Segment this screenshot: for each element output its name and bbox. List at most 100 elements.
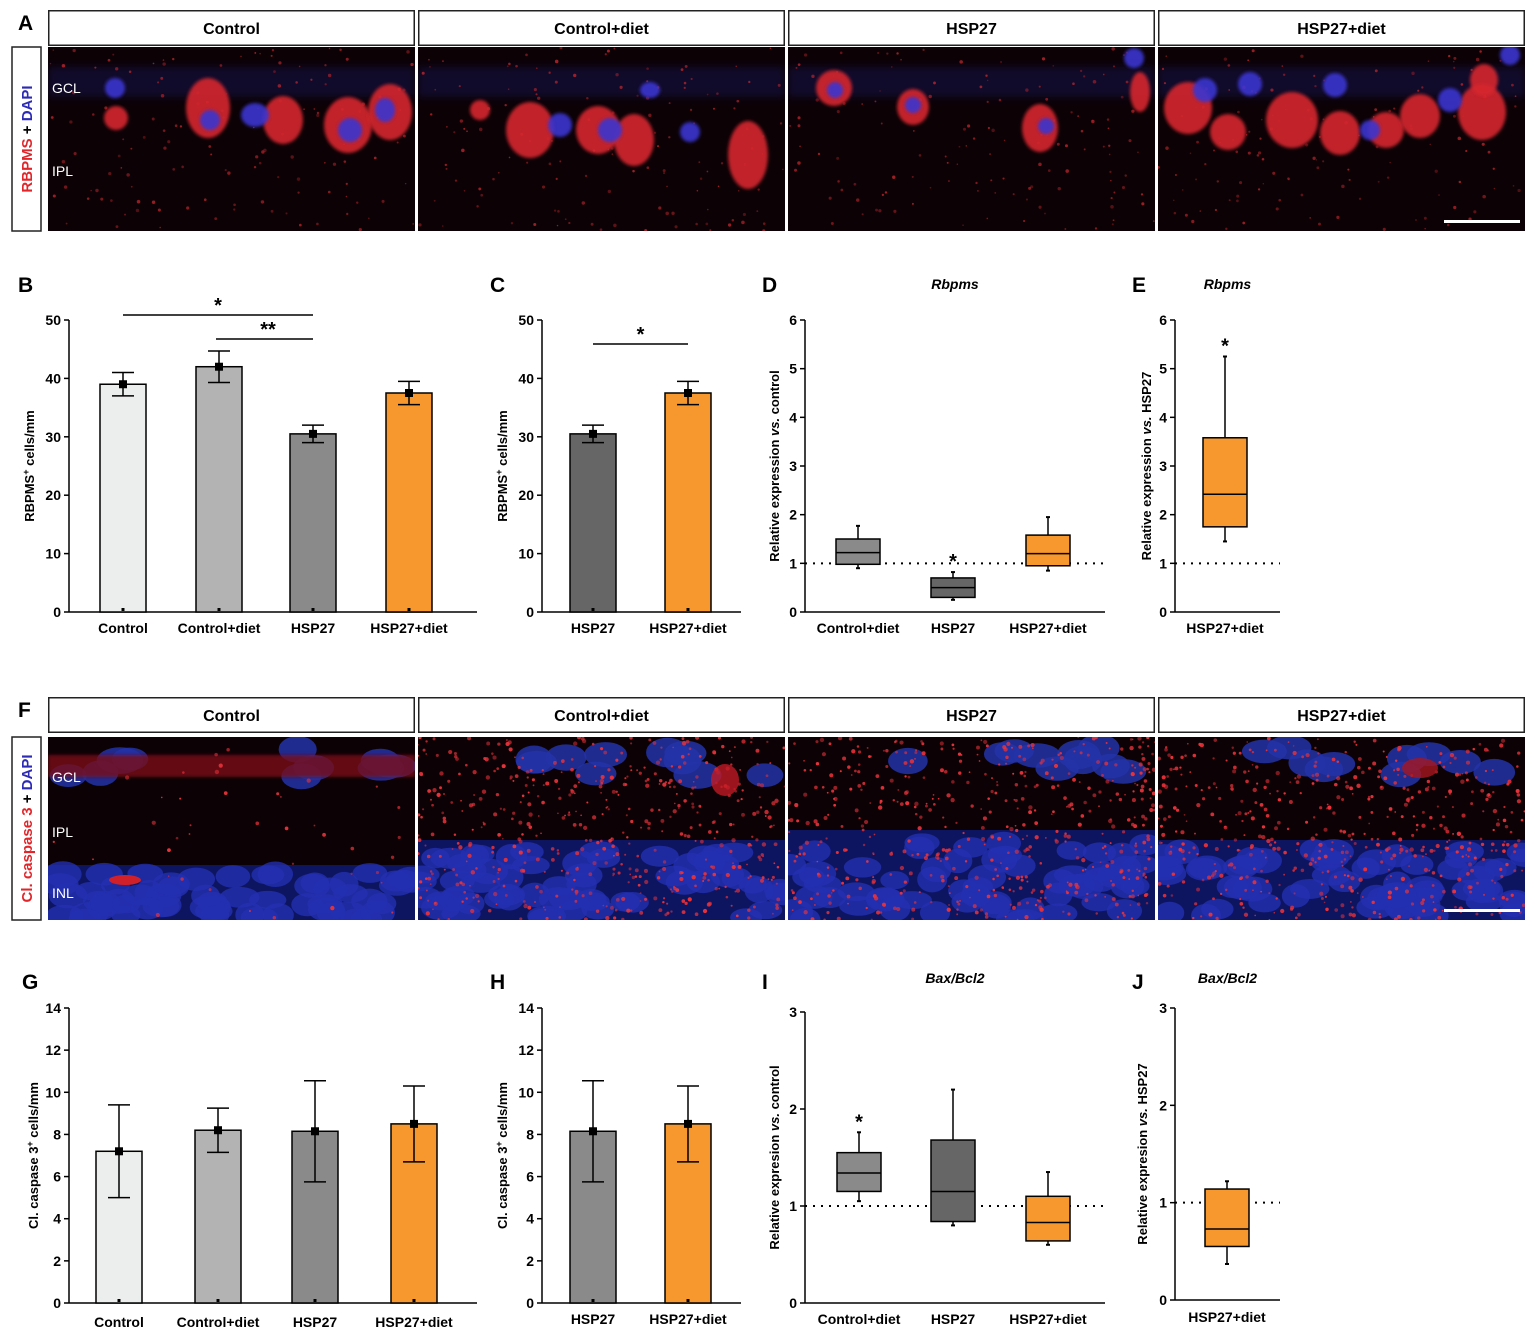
caspase-speckle (424, 844, 427, 847)
caspase-speckle (816, 892, 820, 896)
rbpms-speckle (1102, 73, 1105, 76)
caspase-speckle (713, 751, 717, 755)
caspase-speckle (483, 757, 487, 761)
inl-nucleus (1110, 873, 1145, 899)
caspase-speckle (714, 886, 718, 891)
rbpms-speckle (163, 146, 167, 150)
caspase-speckle (1263, 785, 1267, 790)
point-marker (117, 1299, 121, 1302)
caspase-speckle (1503, 805, 1506, 809)
bar (385, 392, 433, 613)
rbpms-speckle (497, 171, 500, 174)
caspase-speckle (472, 770, 477, 775)
rbpms-speckle (402, 134, 406, 138)
micrograph-content (418, 47, 785, 231)
inl-nucleus (1472, 858, 1507, 883)
caspase-speckle (1174, 830, 1178, 833)
caspase-speckle (1162, 893, 1167, 898)
caspase-speckle (872, 894, 877, 899)
caspase-speckle (472, 896, 475, 899)
x-tick-label: HSP27+diet (649, 1311, 727, 1327)
caspase-speckle (1363, 867, 1368, 872)
rbpms-speckle (879, 90, 881, 92)
caspase-speckle (1075, 885, 1078, 889)
caspase-speckle (1515, 788, 1520, 793)
caspase-speckle (474, 893, 480, 899)
caspase-speckle (637, 883, 641, 887)
caspase-speckle (491, 845, 495, 850)
caspase-speckle (1516, 793, 1521, 797)
caspase-speckle (1305, 820, 1309, 824)
inl-nucleus (1158, 844, 1185, 869)
caspase-speckle (773, 862, 776, 865)
caspase-speckle (1170, 894, 1174, 897)
caspase-speckle (683, 833, 687, 838)
rbpms-speckle (877, 51, 880, 55)
rbpms-speckle (636, 94, 639, 97)
caspase-speckle (226, 747, 230, 752)
micrograph (788, 737, 1155, 920)
caspase-speckle (468, 841, 473, 847)
caspase-speckle (1422, 845, 1425, 849)
caspase-speckle (1466, 847, 1472, 852)
box (1204, 1188, 1250, 1248)
caspase-speckle (1067, 803, 1072, 808)
bar (289, 433, 337, 613)
caspase-speckle (1371, 900, 1375, 904)
caspase-speckle (907, 839, 911, 843)
caspase-speckle (655, 760, 661, 765)
caspase-speckle (526, 848, 531, 853)
caspase-speckle (1087, 786, 1091, 790)
caspase-speckle (1449, 761, 1452, 765)
caspase-speckle (439, 786, 442, 790)
caspase-speckle (752, 905, 756, 909)
inl-nucleus (1082, 867, 1118, 892)
gcl-nucleus (1241, 739, 1288, 764)
inl-nucleus (1309, 847, 1342, 872)
rbpms-speckle (233, 208, 236, 211)
significance-star: * (1221, 336, 1229, 358)
caspase-speckle (455, 757, 459, 761)
caspase-speckle (885, 749, 889, 753)
caspase-speckle (866, 860, 869, 863)
caspase-speckle (944, 856, 949, 861)
caspase-speckle (1111, 883, 1115, 887)
rbpms-cell (1266, 92, 1318, 148)
rbpms-speckle (554, 59, 559, 64)
rbpms-speckle (303, 108, 305, 111)
micrograph (418, 47, 785, 231)
caspase-speckle (1134, 782, 1136, 785)
caspase-speckle (418, 737, 422, 740)
condition-header (48, 10, 415, 46)
caspase-speckle (499, 807, 503, 810)
caspase-speckle (1014, 849, 1019, 854)
caspase-speckle (1260, 890, 1263, 893)
caspase-speckle (582, 739, 587, 744)
caspase-speckle (1390, 857, 1394, 861)
caspase-speckle (1409, 847, 1414, 852)
caspase-speckle (1194, 832, 1196, 835)
bar (569, 433, 617, 613)
rbpms-speckle (1282, 73, 1286, 76)
caspase-speckle (994, 868, 998, 871)
rbpms-speckle (1514, 105, 1517, 108)
y-tick-label: 3 (1159, 1000, 1167, 1016)
caspase-speckle (826, 874, 830, 877)
caspase-speckle (1201, 878, 1205, 882)
caspase-speckle (981, 836, 986, 841)
caspase-speckle (1138, 745, 1142, 749)
rbpms-speckle (1256, 154, 1260, 157)
y-tick-label: 8 (53, 1126, 61, 1142)
caspase-speckle (707, 878, 710, 882)
point-marker (591, 1299, 595, 1302)
caspase-speckle (1159, 824, 1163, 828)
caspase-speckle (869, 802, 872, 805)
rbpms-speckle (533, 222, 537, 226)
caspase-speckle (862, 781, 866, 785)
caspase-speckle (1014, 799, 1018, 803)
caspase-speckle (925, 853, 929, 857)
caspase-speckle (694, 884, 697, 888)
rbpms-speckle (72, 48, 76, 53)
caspase-speckle (1023, 849, 1027, 853)
layer-label: GCL (52, 80, 81, 96)
